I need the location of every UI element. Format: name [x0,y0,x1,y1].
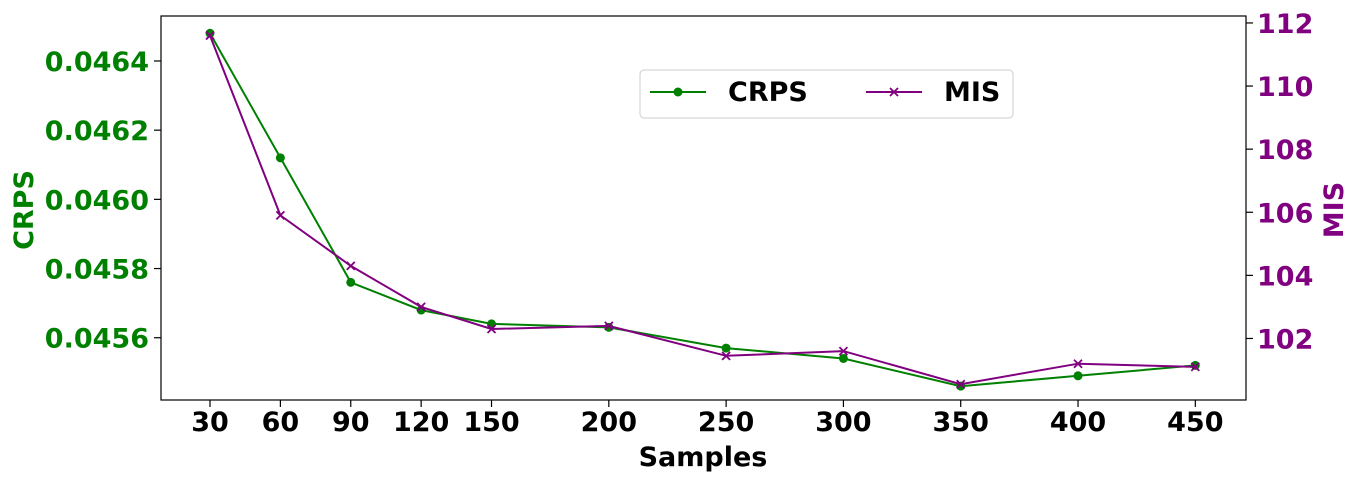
x-tick-label: 200 [581,407,637,438]
data-point-crps [1073,371,1083,381]
left-tick-label: 0.0464 [45,47,149,78]
plot-frame [160,15,1247,401]
data-point-mis [1073,359,1083,369]
right-tick-label: 104 [1257,261,1313,292]
x-tick-label: 120 [393,407,449,438]
x-tick-label: 30 [191,407,229,438]
right-tick-label: 106 [1257,198,1313,229]
left-tick-label: 0.0458 [45,255,149,286]
x-tick-label: 300 [815,407,871,438]
left-y-axis: 0.0456 0.0458 0.0460 0.0462 0.0464 [45,47,161,355]
legend-label-crps: CRPS [728,77,808,108]
data-point-mis [486,324,497,334]
right-tick-label: 110 [1257,72,1313,103]
series-layer [205,28,1200,391]
data-point-mis [1190,362,1200,372]
data-point-crps [721,343,731,353]
right-y-axis: 102 104 106 108 110 112 [1246,9,1313,355]
x-axis: 30 60 90 120 150 200 250 300 350 400 450 [191,400,1224,438]
x-tick-label: 250 [698,407,754,438]
left-y-axis-title: CRPS [9,170,40,250]
right-tick-label: 108 [1257,135,1313,166]
data-point-mis [346,261,356,271]
x-tick-label: 60 [262,407,300,438]
data-point-mis [205,30,215,41]
data-point-crps [205,28,215,38]
legend-marker-crps [673,87,683,97]
left-tick-label: 0.0456 [45,324,149,355]
right-tick-label: 102 [1257,324,1313,355]
left-tick-label: 0.0462 [45,116,149,147]
data-point-mis [604,321,614,331]
x-tick-label: 150 [463,407,519,438]
data-point-mis [956,379,966,389]
data-point-crps [1190,360,1200,370]
data-point-mis [416,302,426,312]
data-point-crps [838,353,848,363]
x-tick-label: 400 [1050,407,1106,438]
data-point-mis [721,351,731,361]
right-y-axis-title: MIS [1319,182,1350,238]
legend-marker-mis [889,87,899,97]
left-tick-label: 0.0460 [45,185,149,216]
data-point-mis [838,346,849,356]
data-point-mis [275,210,286,221]
data-point-crps [346,277,356,287]
x-tick-label: 450 [1167,407,1223,438]
x-axis-title: Samples [639,442,768,473]
right-tick-label: 112 [1257,9,1313,40]
data-point-crps [275,153,285,163]
x-tick-label: 350 [933,407,989,438]
legend-label-mis: MIS [944,77,1000,108]
x-tick-label: 90 [332,407,370,438]
legend: CRPS MIS [639,69,1014,119]
legend-box [639,69,1014,119]
